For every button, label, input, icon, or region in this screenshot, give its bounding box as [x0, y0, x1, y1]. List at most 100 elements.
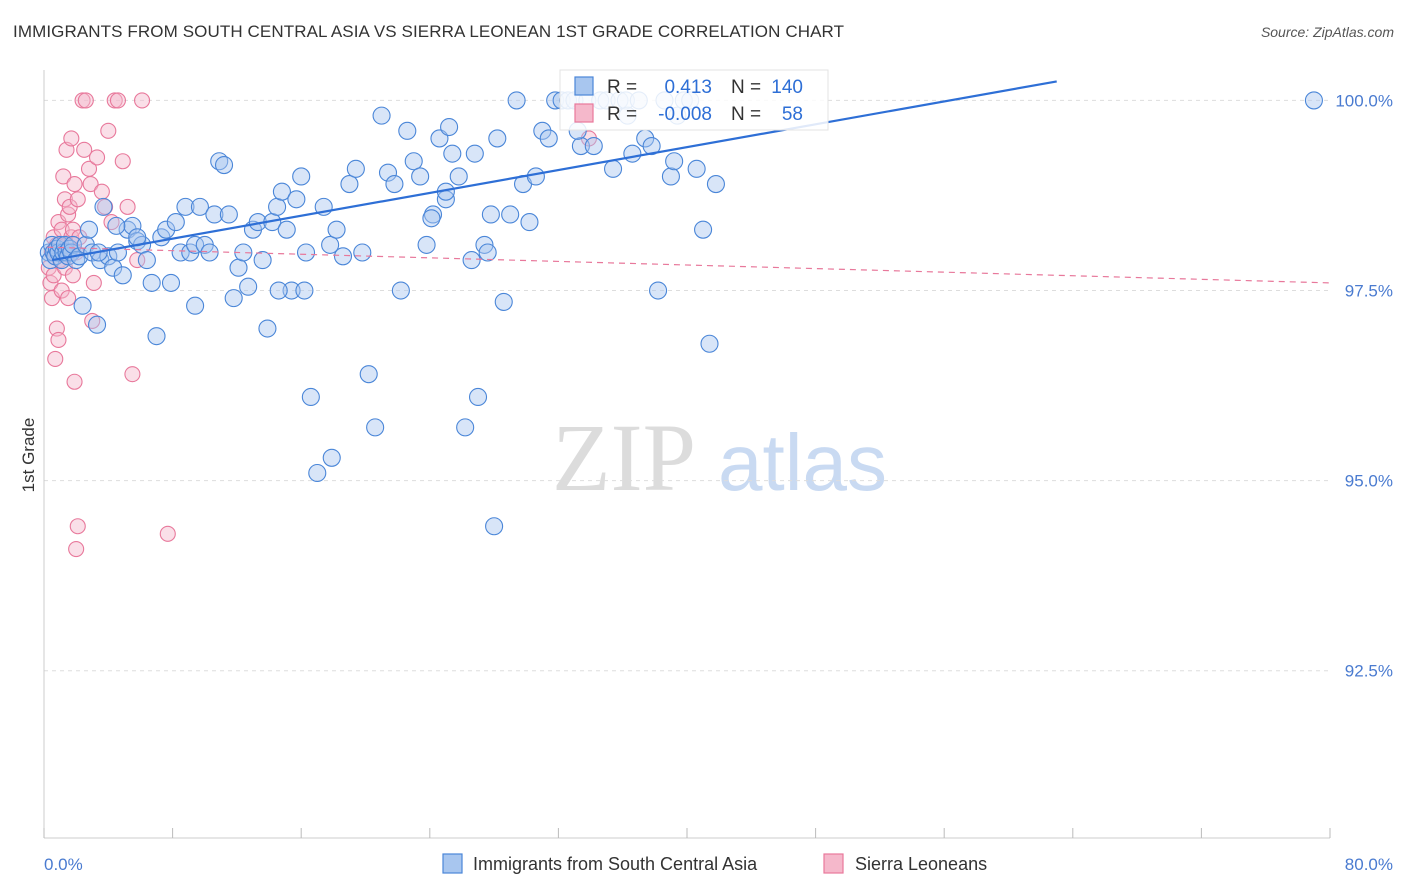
watermark-atlas: atlas [718, 418, 887, 507]
data-point-south-central-asia [391, 281, 410, 300]
data-point-sierra-leoneans [47, 350, 64, 368]
data-point-south-central-asia [366, 418, 385, 437]
data-point-sierra-leoneans [66, 373, 83, 390]
data-point-south-central-asia [147, 327, 166, 346]
data-point-south-central-asia [604, 159, 623, 178]
data-point-south-central-asia [322, 448, 341, 467]
legend-label-south-central-asia: Immigrants from South Central Asia [473, 854, 758, 874]
data-point-south-central-asia [481, 205, 500, 224]
data-point-sierra-leoneans [56, 191, 73, 208]
data-point-south-central-asia [571, 136, 590, 156]
data-point-south-central-asia [219, 205, 238, 224]
data-point-south-central-asia [687, 159, 706, 178]
stats-n-value-1: 140 [771, 77, 803, 98]
data-point-south-central-asia [308, 463, 327, 483]
data-point-south-central-asia [488, 129, 507, 148]
stats-r-label-2: R = [607, 104, 637, 125]
data-point-south-central-asia [485, 517, 504, 536]
data-point-sierra-leoneans [50, 331, 67, 348]
trend-lines [47, 80, 1331, 284]
stats-r-value-2: -0.008 [658, 104, 712, 125]
data-point-sierra-leoneans [134, 92, 151, 109]
data-point-south-central-asia [292, 167, 311, 186]
data-point-south-central-asia [440, 117, 459, 137]
data-point-sierra-leoneans [124, 366, 141, 383]
data-point-south-central-asia [533, 121, 552, 140]
data-point-south-central-asia [282, 281, 301, 300]
data-point-south-central-asia [190, 197, 209, 216]
data-point-south-central-asia [258, 319, 277, 338]
watermark-zip: ZIP [552, 404, 696, 511]
stats-box: R = 0.413 N = 140 R = -0.008 N = 58 [559, 69, 829, 131]
data-point-south-central-asia [465, 144, 484, 163]
data-point-south-central-asia [462, 251, 481, 270]
trend-line-sierra-leoneans [47, 246, 1331, 284]
series-sierra-leoneans [40, 92, 597, 558]
data-point-south-central-asia [359, 365, 378, 384]
y-tick-label: 92.5% [1345, 662, 1393, 681]
data-point-south-central-asia [700, 334, 719, 353]
data-point-sierra-leoneans [77, 92, 94, 109]
data-point-sierra-leoneans [129, 252, 146, 269]
data-point-south-central-asia [333, 247, 353, 266]
data-point-south-central-asia [520, 213, 539, 232]
data-point-sierra-leoneans [114, 153, 131, 170]
y-tick-label: 100.0% [1335, 91, 1393, 110]
chart-title: IMMIGRANTS FROM SOUTH CENTRAL ASIA VS SI… [13, 22, 845, 41]
data-point-south-central-asia [417, 235, 436, 254]
x-tick-label: 80.0% [1345, 855, 1393, 874]
x-tick-label: 0.0% [44, 855, 83, 874]
legend-swatch-blue [442, 853, 463, 874]
data-point-south-central-asia [186, 296, 205, 315]
stats-swatch-pink [574, 103, 594, 123]
data-point-south-central-asia [623, 144, 642, 163]
data-point-south-central-asia [161, 273, 181, 292]
data-point-south-central-asia [411, 167, 430, 186]
data-point-south-central-asia [229, 258, 248, 277]
data-point-sierra-leoneans [64, 267, 81, 284]
data-point-sierra-leoneans [119, 198, 136, 215]
data-point-south-central-asia [694, 220, 713, 239]
data-point-sierra-leoneans [93, 183, 110, 200]
data-point-south-central-asia [137, 251, 156, 270]
data-point-sierra-leoneans [69, 518, 86, 535]
data-point-sierra-leoneans [69, 191, 86, 208]
data-point-sierra-leoneans [60, 290, 77, 307]
data-point-sierra-leoneans [85, 274, 102, 291]
data-point-south-central-asia [443, 144, 462, 163]
data-point-south-central-asia [287, 190, 306, 209]
gridlines [44, 99, 1330, 672]
data-point-south-central-asia [649, 281, 668, 300]
data-point-south-central-asia [224, 289, 243, 308]
data-point-south-central-asia [99, 247, 118, 266]
data-point-south-central-asia [157, 220, 176, 239]
data-point-south-central-asia [277, 220, 296, 239]
data-point-south-central-asia [1304, 91, 1323, 110]
data-point-south-central-asia [94, 197, 113, 216]
x-tick-labels: 0.0% 80.0% [44, 855, 1393, 874]
data-point-south-central-asia [142, 273, 161, 292]
legend-swatch-pink [823, 853, 844, 874]
data-point-south-central-asia [478, 243, 497, 262]
data-point-sierra-leoneans [100, 122, 117, 139]
data-point-south-central-asia [661, 167, 680, 186]
data-point-south-central-asia [327, 220, 346, 239]
data-point-sierra-leoneans [55, 168, 72, 185]
data-point-south-central-asia [507, 91, 526, 110]
data-point-sierra-leoneans [66, 176, 83, 193]
trend-line-south-central-asia [51, 80, 1057, 262]
axes [43, 70, 1331, 839]
data-point-south-central-asia [176, 197, 195, 216]
data-point-south-central-asia [79, 220, 99, 239]
stats-r-value-1: 0.413 [664, 77, 712, 98]
data-point-south-central-asia [186, 235, 205, 254]
stats-swatch-blue [574, 76, 594, 96]
data-point-south-central-asia [372, 106, 391, 125]
data-point-sierra-leoneans [82, 176, 99, 193]
stats-n-value-2: 58 [782, 104, 803, 125]
y-tick-label: 95.0% [1345, 472, 1393, 491]
data-point-south-central-asia [301, 387, 320, 407]
data-point-south-central-asia [253, 251, 272, 270]
data-point-south-central-asia [526, 167, 545, 186]
data-point-south-central-asia [422, 209, 441, 228]
